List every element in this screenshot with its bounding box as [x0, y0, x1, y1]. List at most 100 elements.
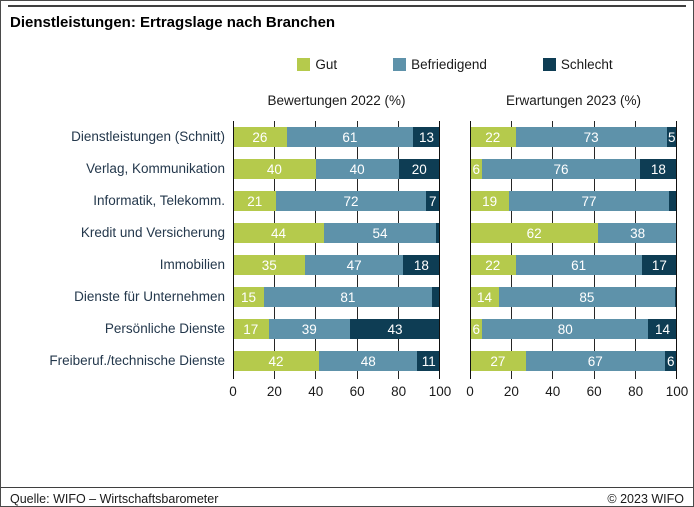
gridline-100	[439, 121, 440, 379]
gridline-20	[273, 121, 275, 379]
category-label: Dienste für Unternehmen	[74, 289, 225, 304]
gridline-80	[398, 121, 400, 379]
legend-label: Befriedigend	[411, 57, 487, 72]
x-axis-2023: 0 20 40 60 80 100	[466, 381, 688, 401]
bar-row: 6 80 14	[470, 319, 677, 339]
x-tick-label: 0	[229, 384, 237, 399]
chart-plot: Dienstleistungen (Schnitt) Verlag, Kommun…	[1, 121, 693, 379]
bar-row: 35 47 18	[233, 255, 440, 275]
x-tick-label: 80	[628, 384, 644, 399]
bar-row: 21 72 7	[233, 191, 440, 211]
x-tick-label: 80	[391, 384, 407, 399]
bar-row: 26 61 13	[233, 127, 440, 147]
bar-row: 44 54	[233, 223, 440, 243]
bar-segment-befriedigend: 72	[276, 191, 426, 211]
gridline-60	[593, 121, 595, 379]
bar-segment-befriedigend: 81	[264, 287, 432, 307]
x-tick-label: 20	[266, 384, 282, 399]
x-tick-label: 100	[665, 384, 689, 399]
bar-row: 40 40 20	[233, 159, 440, 179]
x-axis-row: 0 20 40 60 80 100 0 20 40 60 80 100	[1, 381, 693, 401]
category-labels: Dienstleistungen (Schnitt) Verlag, Kommun…	[1, 121, 233, 379]
bar-row: 19 77	[470, 191, 677, 211]
panel-gap	[440, 121, 470, 379]
bar-segment-gut: 42	[233, 351, 320, 371]
bar-row: 6 76 18	[470, 159, 677, 179]
bar-segment-befriedigend: 54	[324, 223, 436, 243]
x-tick-label: 40	[545, 384, 561, 399]
bar-segment-schlecht: 14	[648, 319, 677, 339]
bar-segment-schlecht: 18	[402, 255, 440, 275]
bar-segment-gut: 62	[470, 223, 599, 243]
category-label: Kredit und Versicherung	[80, 225, 225, 240]
bar-segment-schlecht	[435, 223, 440, 243]
gridline-20	[510, 121, 512, 379]
panel-title-bewertungen-2022: Bewertungen 2022 (%)	[267, 93, 406, 108]
bar-row: 27 67 6	[470, 351, 677, 371]
gridline-80	[635, 121, 637, 379]
bar-row: 22 73 5	[470, 127, 677, 147]
bar-segment-gut: 21	[233, 191, 277, 211]
x-tick-label: 20	[503, 384, 519, 399]
gridline-40	[315, 121, 317, 379]
legend-label: Gut	[315, 57, 338, 72]
bar-segment-befriedigend: 40	[315, 159, 399, 179]
legend-label: Schlecht	[560, 57, 613, 72]
bar-row: 42 48 11	[233, 351, 440, 371]
bar-segment-befriedigend: 77	[509, 191, 669, 211]
bar-row: 15 81	[233, 287, 440, 307]
bar-segment-befriedigend: 67	[525, 351, 665, 371]
source-note: Quelle: WIFO – Wirtschaftsbarometer	[10, 492, 219, 506]
bar-segment-schlecht: 6	[664, 351, 677, 371]
bar-segment-schlecht: 13	[413, 127, 440, 147]
bar-segment-befriedigend: 80	[482, 319, 648, 339]
gridline-60	[356, 121, 358, 379]
bar-segment-gut: 17	[233, 319, 269, 339]
bar-segment-schlecht: 18	[639, 159, 677, 179]
legend-swatch-gut	[297, 58, 311, 71]
x-tick-label: 60	[349, 384, 365, 399]
x-axis-2022: 0 20 40 60 80 100	[229, 381, 451, 401]
bar-segment-gut: 27	[470, 351, 526, 371]
footer: Quelle: WIFO – Wirtschaftsbarometer © 20…	[1, 488, 693, 506]
bar-segment-schlecht: 20	[398, 159, 440, 179]
bar-segment-gut: 19	[470, 191, 510, 211]
bar-segment-schlecht	[674, 287, 677, 307]
panel-headers: Bewertungen 2022 (%) Erwartungen 2023 (%…	[1, 93, 693, 108]
x-tick-label: 60	[586, 384, 602, 399]
panel-gap	[440, 93, 470, 108]
category-label: Verlag, Kommunikation	[86, 161, 225, 176]
legend-item: Befriedigend	[393, 57, 487, 72]
copyright: © 2023 WIFO	[607, 492, 684, 506]
bar-segment-gut: 40	[233, 159, 316, 179]
bar-segment-befriedigend: 61	[286, 127, 414, 147]
bar-row: 62 38	[470, 223, 677, 243]
bar-segment-befriedigend: 61	[515, 255, 642, 275]
bar-segment-gut: 26	[233, 127, 287, 147]
bar-segment-befriedigend: 48	[319, 351, 418, 371]
category-label: Freiberuf./technische Dienste	[49, 353, 225, 368]
bar-segment-gut: 6	[470, 319, 483, 339]
footer-rule	[1, 487, 693, 488]
bar-segment-befriedigend: 38	[598, 223, 677, 243]
bar-segment-schlecht: 5	[666, 127, 677, 147]
gridline-40	[552, 121, 554, 379]
bar-segment-befriedigend: 47	[305, 255, 403, 275]
label-column-spacer	[1, 93, 233, 108]
category-label: Immobilien	[159, 257, 225, 272]
panel-bewertungen-2022: 26 61 13 40 40 20 21 72 7 44 54 35 47 18 15 81 17 39 43 42 4…	[233, 121, 440, 379]
legend: Gut Befriedigend Schlecht	[233, 57, 677, 72]
bar-row: 14 85	[470, 287, 677, 307]
category-label: Persönliche Dienste	[104, 321, 225, 336]
bar-segment-schlecht: 43	[350, 319, 440, 339]
x-tick-label: 0	[466, 384, 474, 399]
bar-segment-gut: 22	[470, 255, 516, 275]
legend-swatch-schlecht	[542, 58, 556, 71]
x-tick-label: 100	[428, 384, 452, 399]
bar-row: 22 61 17	[470, 255, 677, 275]
panel-title-erwartungen-2023: Erwartungen 2023 (%)	[505, 93, 642, 108]
gridline-0	[233, 121, 234, 379]
bar-row: 17 39 43	[233, 319, 440, 339]
gridline-100	[676, 121, 677, 379]
page-title: Dienstleistungen: Ertragslage nach Branc…	[10, 14, 336, 31]
